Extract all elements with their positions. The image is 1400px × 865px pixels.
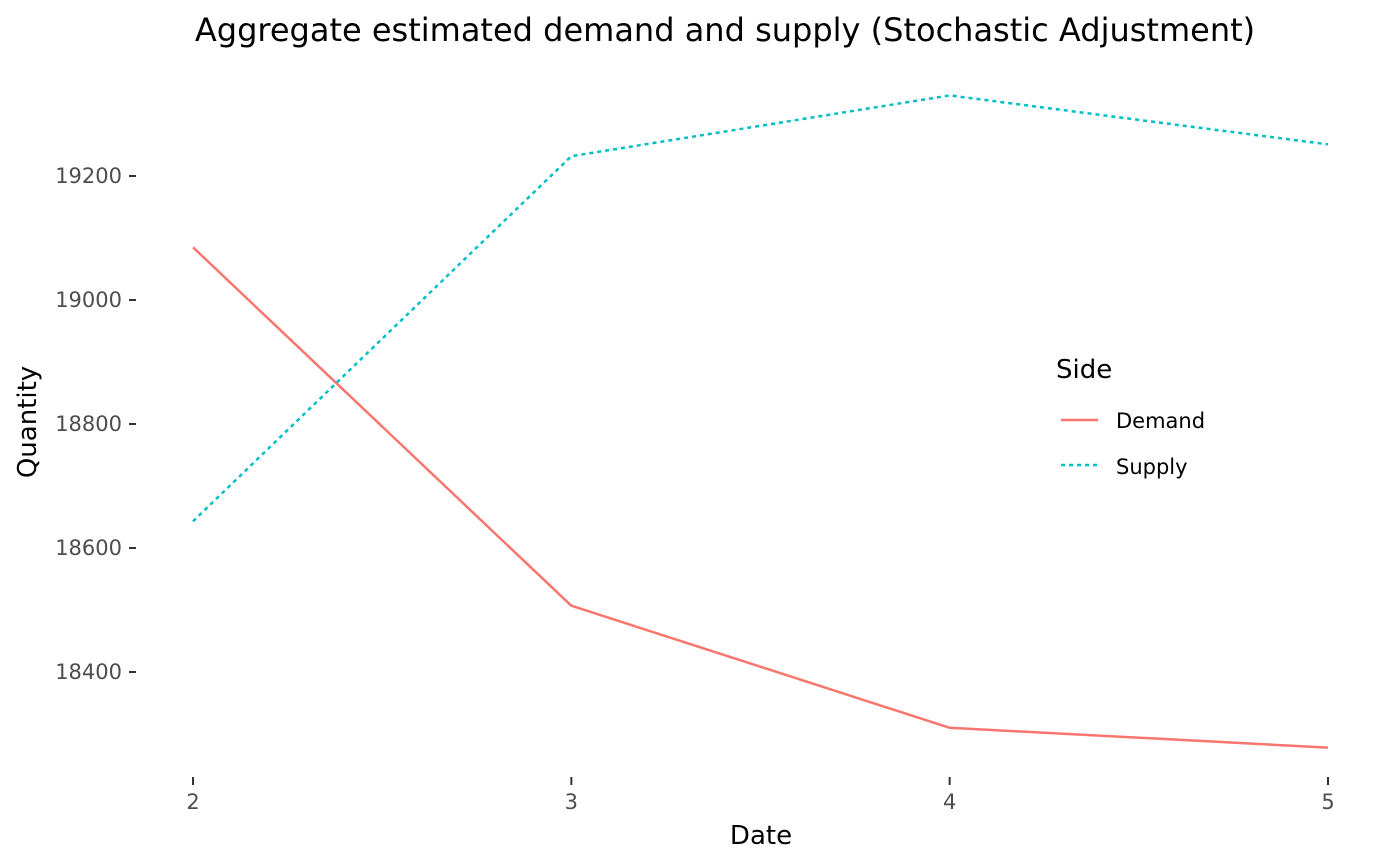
y-axis-label: Quantity (13, 366, 43, 478)
x-axis: 2 3 4 5 (186, 777, 1335, 814)
y-tick-label: 18800 (55, 412, 122, 436)
y-tick-label: 19200 (55, 164, 122, 188)
x-tick-label: 4 (943, 790, 956, 814)
series-line-supply (192, 94, 1329, 523)
plot-lines (192, 94, 1329, 749)
legend-label-supply: Supply (1116, 455, 1188, 479)
x-tick-label: 5 (1321, 790, 1334, 814)
y-tick-label: 18400 (55, 660, 122, 684)
y-axis: 18400 18600 18800 19000 19200 (55, 164, 136, 684)
legend: Side Demand Supply (1056, 355, 1205, 479)
y-tick-label: 19000 (55, 288, 122, 312)
x-axis-label: Date (730, 821, 792, 851)
x-tick-label: 3 (565, 790, 578, 814)
legend-title: Side (1056, 355, 1112, 385)
legend-label-demand: Demand (1116, 409, 1205, 433)
x-tick-label: 2 (186, 790, 199, 814)
series-line-demand (192, 246, 1329, 749)
y-tick-label: 18600 (55, 536, 122, 560)
chart-title: Aggregate estimated demand and supply (S… (195, 11, 1255, 49)
